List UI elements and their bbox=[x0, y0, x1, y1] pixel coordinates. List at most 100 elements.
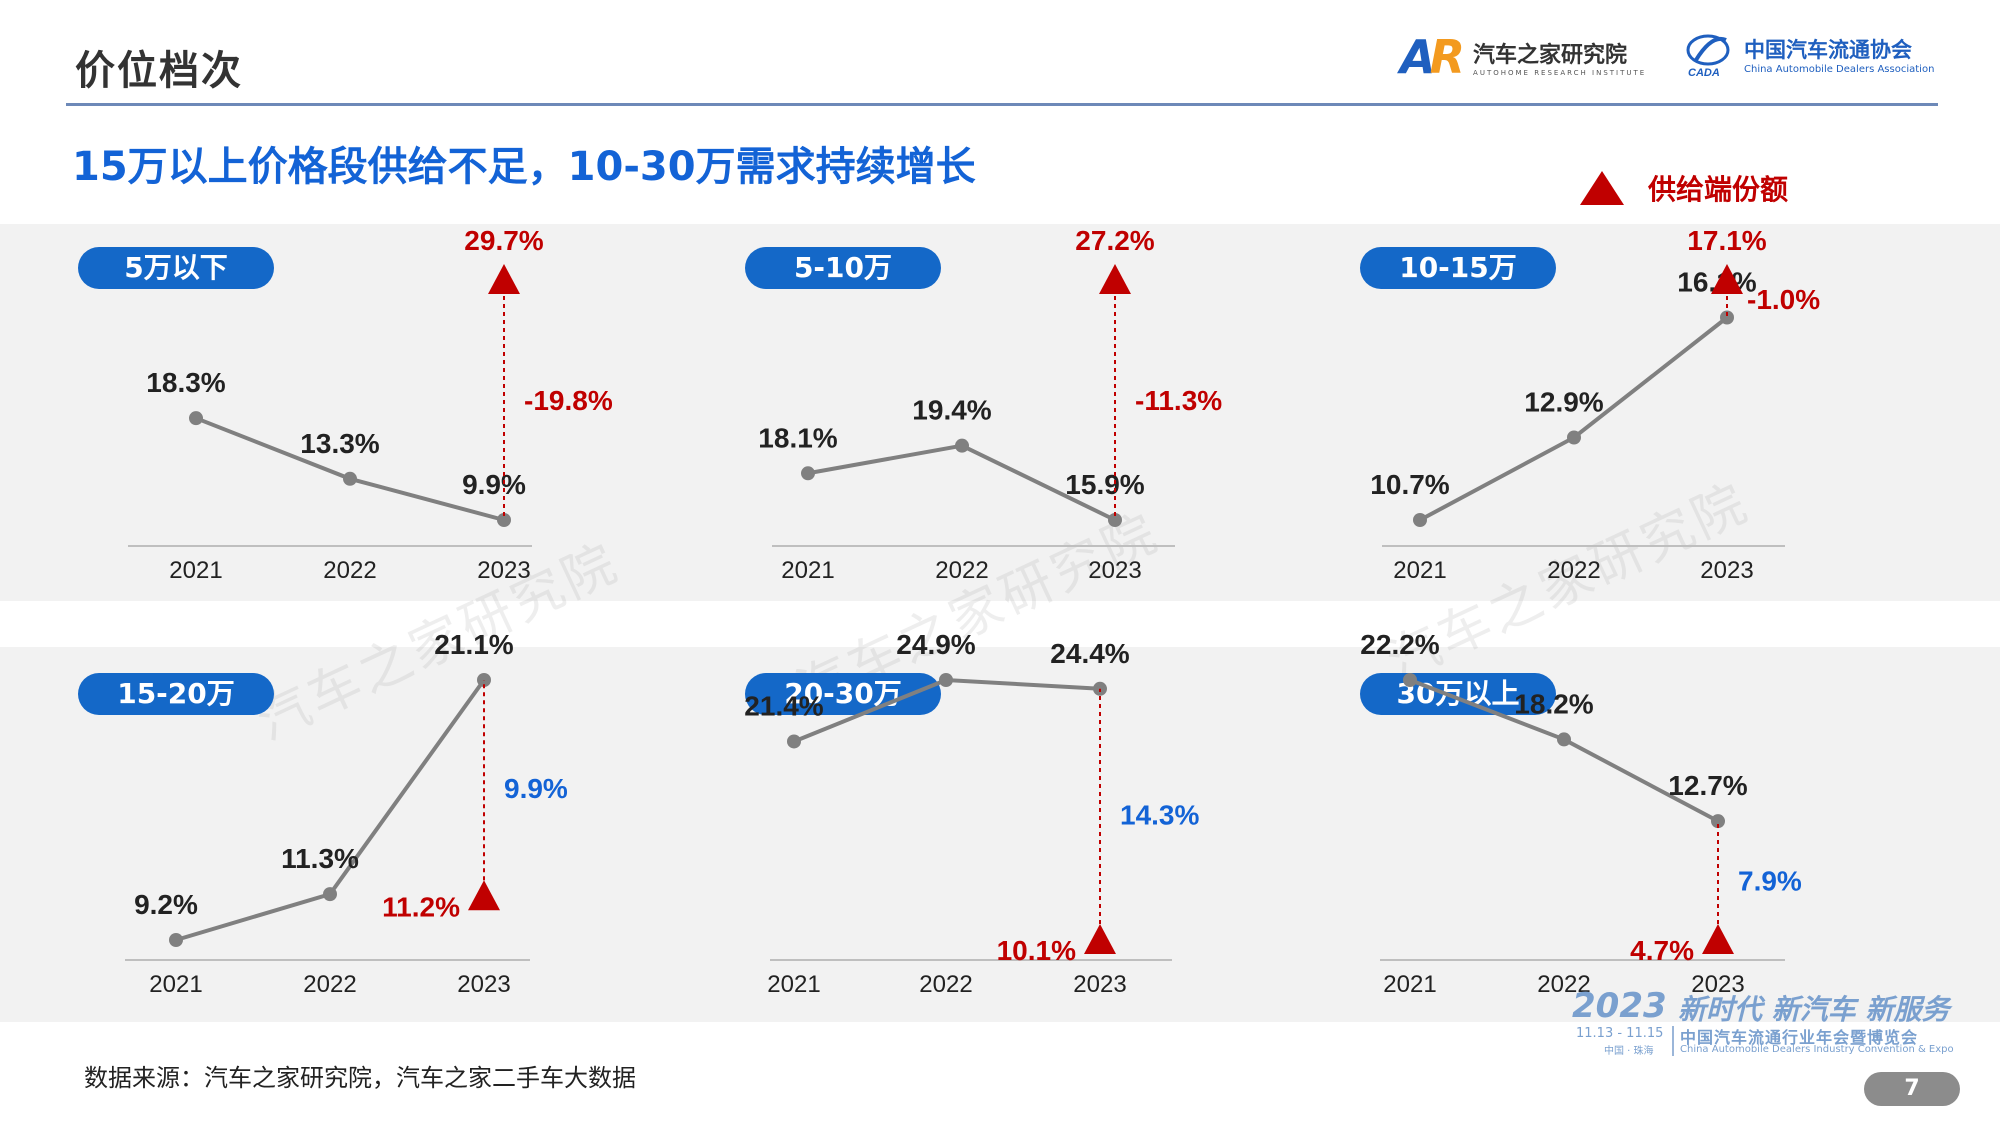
header-divider bbox=[66, 103, 1938, 106]
supply-triangle-icon bbox=[1580, 171, 1624, 205]
legend: 供给端份额 bbox=[1580, 168, 1788, 208]
demand-data-label: 22.2% bbox=[1360, 629, 1439, 660]
x-tick-label: 2022 bbox=[919, 971, 972, 998]
demand-series-line bbox=[1419, 315, 1729, 522]
supply-marker bbox=[468, 880, 500, 911]
expo-name-cn: 中国汽车流通行业年会暨博览会 bbox=[1680, 1028, 1919, 1047]
demand-data-label: 11.3% bbox=[281, 843, 359, 874]
cada-logo-cn: 中国汽车流通协会 bbox=[1744, 36, 1912, 62]
x-tick-label: 2022 bbox=[935, 557, 988, 584]
expo-name-en: China Automobile Dealers Industry Conven… bbox=[1680, 1044, 1954, 1055]
demand-point bbox=[939, 673, 953, 687]
category-pill: 30万以上 bbox=[1360, 673, 1556, 715]
category-pill: 10-15万 bbox=[1360, 247, 1556, 289]
demand-data-label: 18.2% bbox=[1514, 688, 1593, 719]
x-tick-label: 2021 bbox=[781, 557, 834, 584]
svg-text:CADA: CADA bbox=[1688, 67, 1720, 78]
page-title: 价位档次 bbox=[75, 48, 243, 94]
demand-point bbox=[1567, 430, 1581, 445]
supply-data-label: 10.1% bbox=[997, 935, 1076, 966]
demand-series-line bbox=[793, 677, 1101, 744]
x-tick-label: 2021 bbox=[169, 557, 222, 584]
supply-data-label: 4.7% bbox=[1630, 935, 1694, 966]
demand-data-label: 21.4% bbox=[744, 690, 823, 721]
gap-data-label: -11.3% bbox=[1135, 385, 1222, 416]
x-tick-label: 2023 bbox=[1073, 971, 1126, 998]
demand-point bbox=[1413, 513, 1427, 527]
demand-point bbox=[497, 513, 511, 527]
demand-data-label: 15.9% bbox=[1065, 469, 1144, 500]
demand-data-label: 24.9% bbox=[896, 629, 975, 660]
supply-marker bbox=[1084, 924, 1116, 954]
supply-marker bbox=[1702, 924, 1734, 954]
x-tick-label: 2023 bbox=[457, 971, 510, 998]
demand-data-label: 9.9% bbox=[462, 469, 526, 500]
demand-point bbox=[343, 471, 357, 486]
x-tick-label: 2022 bbox=[323, 557, 376, 584]
x-tick-label: 2022 bbox=[1547, 557, 1600, 584]
demand-point bbox=[1720, 310, 1734, 325]
demand-point bbox=[787, 734, 801, 749]
supply-data-label: 11.2% bbox=[382, 891, 460, 922]
expo-place: 中国 · 珠海 bbox=[1604, 1046, 1654, 1057]
cada-emblem-icon: CADA bbox=[1686, 34, 1730, 78]
supply-marker bbox=[1711, 264, 1743, 294]
demand-data-label: 13.3% bbox=[300, 428, 379, 459]
slide-subtitle: 15万以上价格段供给不足，10-30万需求持续增长 bbox=[72, 144, 976, 190]
x-tick-label: 2021 bbox=[149, 971, 202, 998]
expo-separator bbox=[1672, 1026, 1674, 1056]
demand-data-label: 12.7% bbox=[1668, 770, 1747, 801]
supply-marker bbox=[1099, 264, 1131, 294]
demand-data-label: 18.1% bbox=[758, 422, 837, 453]
demand-data-label: 12.9% bbox=[1524, 387, 1603, 418]
gap-data-label: 7.9% bbox=[1738, 866, 1802, 897]
x-tick-label: 2023 bbox=[1700, 557, 1753, 584]
page-number: 7 bbox=[1864, 1072, 1960, 1106]
ar-logo-en: AUTOHOME RESEARCH INSTITUTE bbox=[1473, 69, 1647, 77]
demand-data-label: 9.2% bbox=[134, 889, 198, 920]
cada-logo-en: China Automobile Dealers Association bbox=[1744, 63, 1935, 75]
x-tick-label: 2021 bbox=[767, 971, 820, 998]
demand-point bbox=[955, 438, 969, 453]
data-source-note: 数据来源：汽车之家研究院，汽车之家二手车大数据 bbox=[84, 1064, 636, 1092]
demand-point bbox=[801, 466, 815, 481]
x-tick-label: 2023 bbox=[1088, 557, 1141, 584]
demand-point bbox=[189, 411, 203, 426]
supply-data-label: 17.1% bbox=[1687, 225, 1766, 256]
demand-data-label: 24.4% bbox=[1050, 638, 1129, 669]
demand-data-label: 19.4% bbox=[912, 395, 991, 426]
expo-dates: 11.13 - 11.15 bbox=[1576, 1026, 1664, 1041]
x-tick-label: 2023 bbox=[477, 557, 530, 584]
x-tick-label: 2022 bbox=[303, 971, 356, 998]
demand-data-label: 10.7% bbox=[1370, 469, 1449, 500]
expo-slogan: 新时代 新汽车 新服务 bbox=[1678, 993, 1950, 1026]
supply-marker bbox=[488, 264, 520, 294]
gap-data-label: 14.3% bbox=[1120, 799, 1199, 830]
x-tick-label: 2021 bbox=[1383, 971, 1436, 998]
gap-data-label: 9.9% bbox=[504, 773, 568, 804]
demand-point bbox=[1557, 732, 1571, 747]
category-pill: 5万以下 bbox=[78, 247, 274, 289]
demand-point bbox=[1403, 673, 1417, 687]
ar-logo-cn: 汽车之家研究院 bbox=[1473, 43, 1628, 68]
demand-point bbox=[1711, 814, 1725, 829]
cada-logo: CADA 中国汽车流通协会 China Automobile Dealers A… bbox=[1682, 30, 1934, 78]
category-pill: 15-20万 bbox=[78, 673, 274, 715]
supply-data-label: 27.2% bbox=[1075, 225, 1154, 256]
category-pill: 5-10万 bbox=[745, 247, 941, 289]
demand-point bbox=[323, 887, 337, 902]
demand-data-label: 18.3% bbox=[146, 367, 225, 398]
demand-point bbox=[169, 933, 183, 947]
gap-data-label: -1.0% bbox=[1747, 284, 1820, 315]
x-tick-label: 2021 bbox=[1393, 557, 1446, 584]
x-tick-label: 2023 bbox=[1691, 971, 1744, 998]
demand-data-label: 21.1% bbox=[434, 629, 513, 660]
supply-data-label: 29.7% bbox=[464, 225, 543, 256]
legend-label: 供给端份额 bbox=[1648, 173, 1789, 206]
gap-data-label: -19.8% bbox=[524, 385, 613, 416]
demand-point bbox=[1108, 513, 1122, 527]
expo-banner: 2023 新时代 新汽车 新服务 11.13 - 11.15 中国 · 珠海 中… bbox=[1572, 986, 1962, 1057]
autohome-research-logo: AR 汽车之家研究院 AUTOHOME RESEARCH INSTITUTE bbox=[1400, 30, 1646, 84]
expo-year: 2023 bbox=[1572, 986, 1667, 1026]
